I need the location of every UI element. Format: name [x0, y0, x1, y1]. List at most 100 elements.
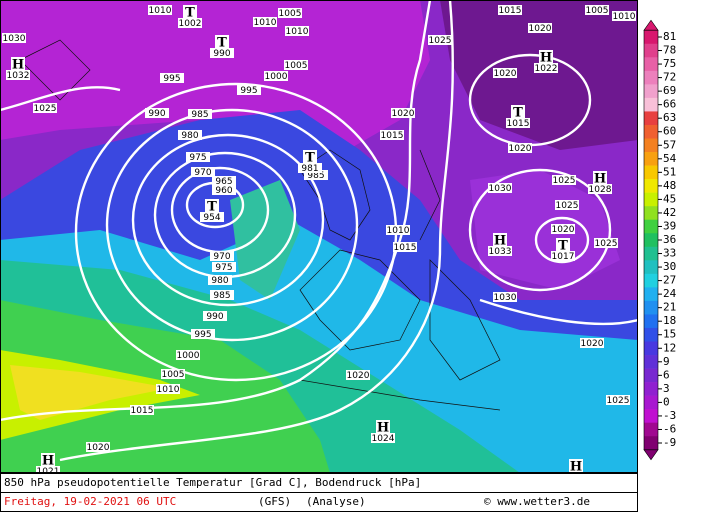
isobar-label: 1020	[346, 370, 370, 381]
colorbar-label: 36	[663, 233, 676, 246]
colorbar-label: 66	[663, 98, 676, 111]
label-box	[160, 73, 184, 83]
field-yellow	[10, 365, 170, 420]
isobar-value: 1020	[392, 109, 415, 119]
isobar-label: 1020	[508, 143, 532, 154]
colorbar-label: 48	[663, 179, 676, 192]
colorbar-band	[644, 152, 658, 166]
isobar-label: 990	[203, 311, 227, 322]
footer-credit: © www.wetter3.de	[484, 495, 590, 508]
label-box	[148, 5, 172, 15]
label-box	[212, 176, 236, 186]
center-value: 981	[301, 164, 318, 174]
isobar-value: 1020	[552, 225, 575, 235]
isobar-value: 975	[215, 263, 232, 273]
isobar-label: 1015	[393, 242, 417, 253]
isobar-label: 975	[212, 262, 236, 273]
center-value: 1033	[489, 247, 512, 257]
isobar-label: 985	[210, 290, 234, 301]
isobar-value: 995	[163, 74, 180, 84]
colorbar-band	[644, 111, 658, 126]
isobar-label: 995	[237, 85, 261, 96]
isobar-value: 1000	[265, 72, 288, 82]
isobar-value: 1015	[381, 131, 404, 141]
label-box	[264, 71, 288, 81]
colorbar-label: 57	[663, 138, 676, 151]
center-value: 1022	[535, 64, 558, 74]
isobar-value: 1010	[286, 27, 309, 37]
label-box	[188, 109, 212, 119]
isobar-label: 1015	[498, 5, 522, 16]
colorbar-band	[644, 409, 658, 423]
isobar-label: 1030	[488, 183, 512, 194]
isobar-value: 995	[240, 86, 257, 96]
colorbar-band	[644, 341, 658, 356]
field-magenta	[0, 0, 430, 160]
label-box	[130, 405, 154, 415]
colorbar-band	[644, 219, 658, 234]
isobar-label: 965	[212, 176, 236, 187]
center-box	[41, 453, 55, 467]
isobar-value: 1020	[87, 443, 110, 453]
isobar-label: 1020	[86, 442, 110, 453]
isobar-label: 1005	[284, 60, 308, 71]
footer-title: 850 hPa pseudopotentielle Temperatur [Gr…	[4, 476, 421, 489]
isobar-value: 1020	[509, 144, 532, 154]
center-box	[376, 420, 390, 434]
label-box	[191, 329, 215, 339]
isobar-value: 1005	[162, 370, 185, 380]
isobar-label: 1010	[612, 11, 636, 22]
isobar-label: 1015	[380, 130, 404, 141]
label-box	[210, 290, 234, 300]
label-box	[2, 33, 26, 43]
colorbar-band	[644, 233, 658, 248]
isobar-label: 1020	[580, 338, 604, 349]
isobar-label: 995	[160, 73, 184, 84]
colorbar-band	[644, 70, 658, 85]
center-value: 1021	[37, 467, 60, 477]
center-box	[511, 105, 525, 119]
pressure-center: H	[569, 459, 583, 475]
isobar-value: 1015	[131, 406, 154, 416]
colorbar: 8178757269666360575451484542393633302724…	[643, 19, 677, 461]
isobar-label: 985	[304, 170, 328, 181]
center-box	[569, 459, 583, 473]
center-box	[183, 5, 197, 19]
label-box	[585, 5, 609, 15]
isobar-label: 1000	[176, 350, 200, 361]
footer-date: Freitag, 19-02-2021 06 UTC	[4, 495, 176, 508]
colorbar-label: -9	[663, 436, 676, 449]
colorbar-label: 81	[663, 30, 676, 43]
center-type: T	[207, 200, 217, 215]
center-box	[303, 150, 317, 164]
center-value: 1017	[552, 252, 575, 262]
isobar-value: 1005	[279, 9, 302, 19]
colorbar-label: 21	[663, 301, 676, 314]
center-value: 954	[203, 213, 220, 223]
isobar-label: 1010	[285, 26, 309, 37]
center-type: H	[570, 460, 582, 475]
colorbar-label: -3	[663, 409, 676, 422]
isobar-value: 1005	[586, 6, 609, 16]
center-value-box	[551, 251, 575, 261]
isobar-value: 1010	[254, 18, 277, 28]
colorbar-label: 18	[663, 314, 676, 327]
isobar-label: 1020	[493, 68, 517, 79]
colorbar-band	[644, 395, 658, 410]
isobar-label: 1025	[606, 395, 630, 406]
colorbar-label: 54	[663, 152, 677, 165]
isobar-label: 1030	[2, 33, 26, 44]
center-type: H	[377, 421, 389, 436]
label-box	[493, 68, 517, 78]
label-box	[551, 224, 575, 234]
colorbar-band	[644, 436, 658, 451]
colorbar-band	[644, 57, 658, 72]
isobar-value: 1010	[387, 226, 410, 236]
isobar-value: 980	[181, 131, 198, 141]
map-frame	[0, 0, 638, 473]
isobar-value: 990	[148, 109, 165, 119]
